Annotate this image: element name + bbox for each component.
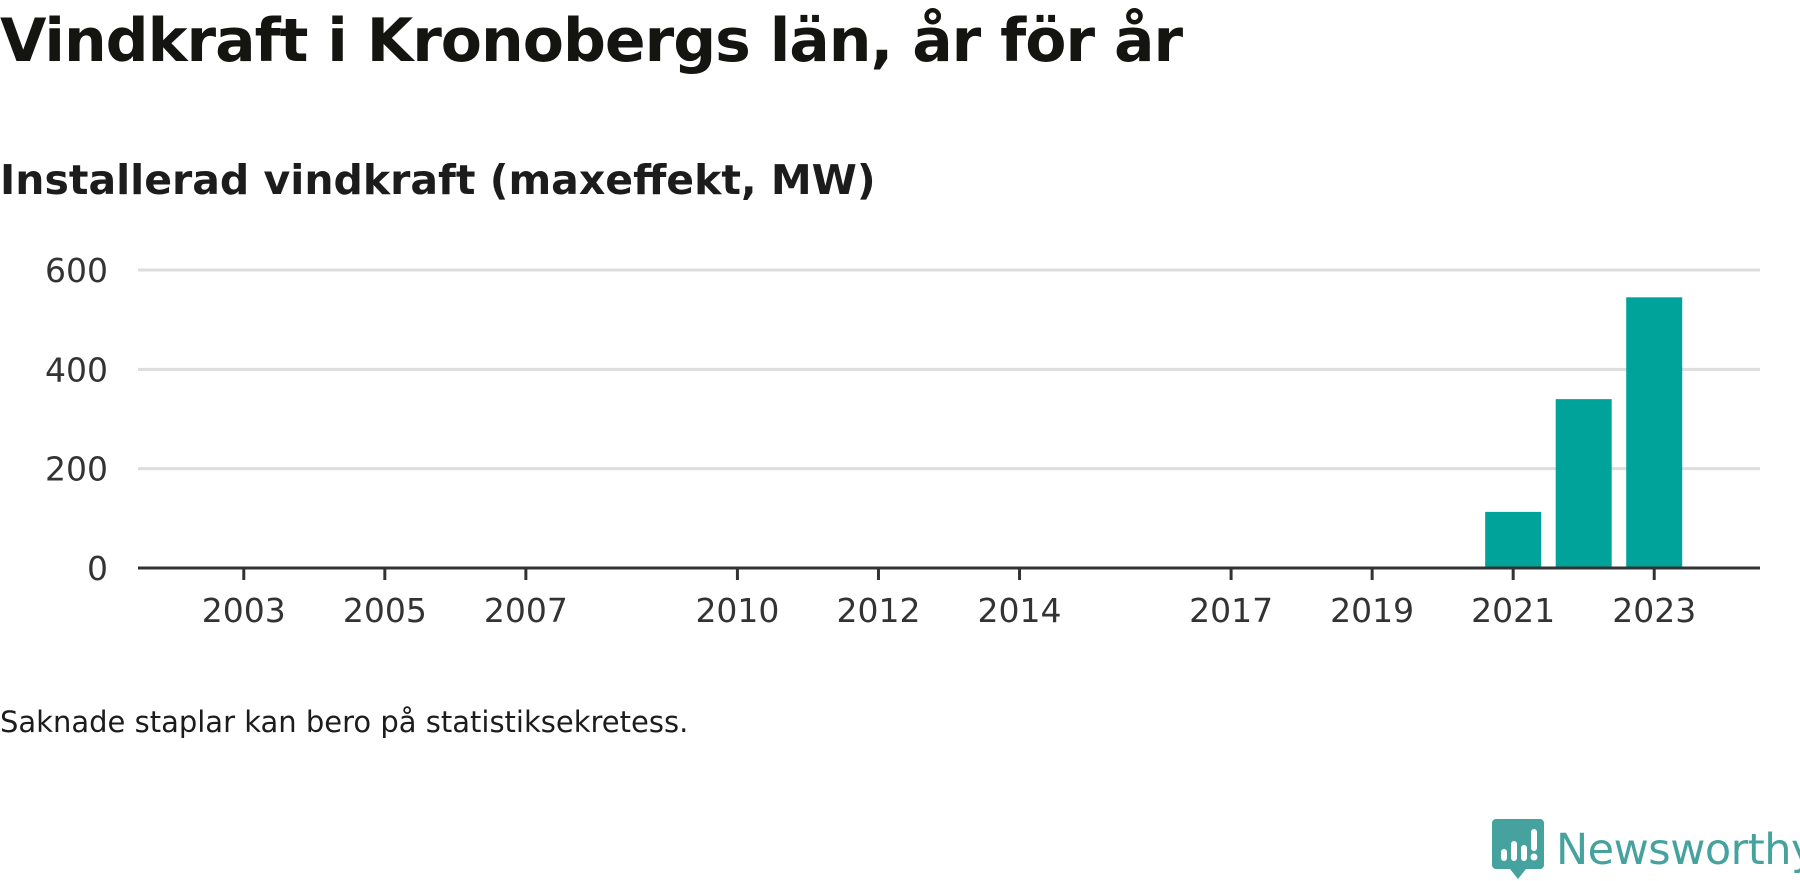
bar-2021 <box>1485 511 1542 568</box>
x-tick-label: 2017 <box>1189 591 1273 630</box>
y-tick-label: 200 <box>45 450 108 489</box>
x-tick-label: 2019 <box>1330 591 1414 630</box>
y-tick-label: 600 <box>45 251 108 290</box>
x-tick-label: 2007 <box>484 591 568 630</box>
x-tick-label: 2023 <box>1612 591 1696 630</box>
footnote: Saknade staplar kan bero på statistiksek… <box>0 705 689 739</box>
y-tick-label: 0 <box>87 549 108 588</box>
x-tick-label: 2003 <box>202 591 286 630</box>
y-gridlines <box>138 268 1760 471</box>
newsworthy-logo: Newsworthy <box>1492 819 1800 880</box>
newsworthy-logo-icon <box>1492 819 1544 879</box>
chart-title: Vindkraft i Kronobergs län, år för år <box>0 6 1183 76</box>
chart-subtitle: Installerad vindkraft (maxeffekt, MW) <box>0 156 876 204</box>
x-axis <box>138 566 1760 580</box>
bar-2022 <box>1555 399 1612 568</box>
x-axis-labels: 2003 2005 2007 2010 2012 2014 2017 2019 2021 2023 <box>202 591 1696 630</box>
y-tick-label: 400 <box>45 350 108 389</box>
y-axis-labels: 0 200 400 600 <box>45 251 108 588</box>
brand-name: Newsworthy <box>1556 825 1800 875</box>
x-tick-label: 2005 <box>343 591 427 630</box>
x-tick-label: 2012 <box>836 591 920 630</box>
bar-2023 <box>1626 297 1683 568</box>
x-tick-label: 2014 <box>978 591 1062 630</box>
x-tick-label: 2010 <box>695 591 779 630</box>
bars <box>1485 297 1683 568</box>
x-tick-label: 2021 <box>1471 591 1555 630</box>
